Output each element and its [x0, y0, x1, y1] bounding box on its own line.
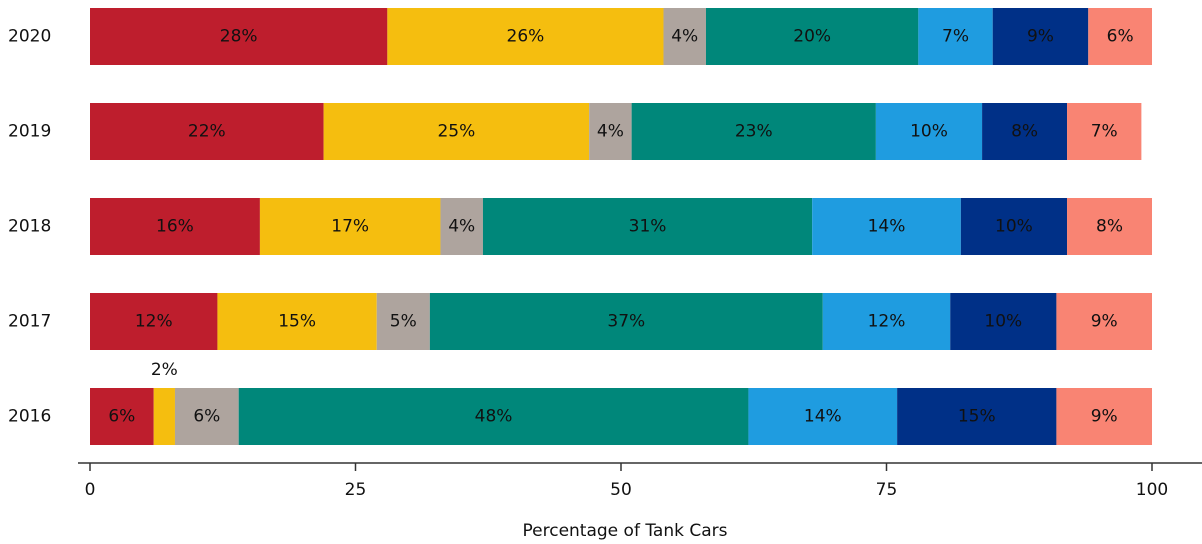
bar-segment: [960, 198, 1068, 255]
bar-segment: [429, 293, 823, 350]
bar-segment: [992, 8, 1089, 65]
value-label: 28%: [220, 27, 258, 47]
bar-segment: [705, 8, 919, 65]
bar-segment: [323, 103, 590, 160]
value-label: 6%: [193, 407, 220, 427]
bar-segment: [918, 8, 993, 65]
value-label: 9%: [1091, 407, 1118, 427]
bar-segment: [259, 198, 441, 255]
y-tick-label: 2017: [8, 312, 51, 332]
value-label: 14%: [868, 217, 906, 237]
bar-segment: [387, 8, 664, 65]
bar-segment: [897, 388, 1057, 445]
bar-segment: [822, 293, 951, 350]
x-tick-label: 50: [610, 480, 632, 500]
bar-segment: [376, 293, 430, 350]
value-label: 4%: [448, 217, 475, 237]
x-axis-label: Percentage of Tank Cars: [523, 521, 728, 541]
bar-segment: [1056, 293, 1152, 350]
value-label: 6%: [108, 407, 135, 427]
value-label: 2%: [151, 360, 178, 380]
value-label: 15%: [278, 312, 316, 332]
bar-segment: [482, 198, 813, 255]
value-label: 10%: [910, 122, 948, 142]
value-label: 31%: [629, 217, 667, 237]
bar-segment: [90, 388, 154, 445]
bar-segment: [217, 293, 377, 350]
x-tick-label: 75: [876, 480, 898, 500]
value-label: 9%: [1091, 312, 1118, 332]
bar-segment: [875, 103, 983, 160]
value-label: 4%: [671, 27, 698, 47]
value-label: 7%: [942, 27, 969, 47]
value-label: 10%: [995, 217, 1033, 237]
y-tick-label: 2019: [8, 122, 51, 142]
bar-segment: [153, 388, 175, 445]
value-label: 22%: [188, 122, 226, 142]
value-label: 16%: [156, 217, 194, 237]
bar-segment: [748, 388, 898, 445]
value-label: 37%: [607, 312, 645, 332]
value-label: 25%: [437, 122, 475, 142]
value-label: 14%: [804, 407, 842, 427]
bar-segment: [631, 103, 876, 160]
value-label: 8%: [1011, 122, 1038, 142]
value-label: 12%: [868, 312, 906, 332]
y-tick-label: 2016: [8, 407, 51, 427]
bar-segment: [238, 388, 749, 445]
bar-segment: [663, 8, 706, 65]
bar-segment: [812, 198, 961, 255]
y-tick-label: 2018: [8, 217, 51, 237]
x-tick-label: 25: [345, 480, 367, 500]
bar-segment: [950, 293, 1057, 350]
x-tick-label: 0: [85, 480, 96, 500]
value-label: 15%: [958, 407, 996, 427]
value-label: 26%: [507, 27, 545, 47]
bar-segment: [440, 198, 483, 255]
value-label: 17%: [331, 217, 369, 237]
value-label: 20%: [793, 27, 831, 47]
bar-segment: [982, 103, 1068, 160]
value-label: 6%: [1107, 27, 1134, 47]
value-label: 8%: [1096, 217, 1123, 237]
bar-segment: [90, 8, 388, 65]
value-label: 4%: [597, 122, 624, 142]
value-label: 9%: [1027, 27, 1054, 47]
value-label: 7%: [1091, 122, 1118, 142]
value-label: 10%: [984, 312, 1022, 332]
y-tick-label: 2020: [8, 27, 51, 47]
bar-segment: [174, 388, 239, 445]
value-label: 48%: [475, 407, 513, 427]
value-label: 12%: [135, 312, 173, 332]
bar-segment: [90, 198, 260, 255]
bar-segment: [1088, 8, 1152, 65]
x-tick-label: 100: [1136, 480, 1168, 500]
value-label: 23%: [735, 122, 773, 142]
bar-segment: [1067, 198, 1152, 255]
bar-segment: [1056, 388, 1152, 445]
value-label: 5%: [390, 312, 417, 332]
bar-segment: [90, 293, 218, 350]
bar-segment: [589, 103, 632, 160]
bar-segment: [90, 103, 324, 160]
bar-segment: [1067, 103, 1142, 160]
